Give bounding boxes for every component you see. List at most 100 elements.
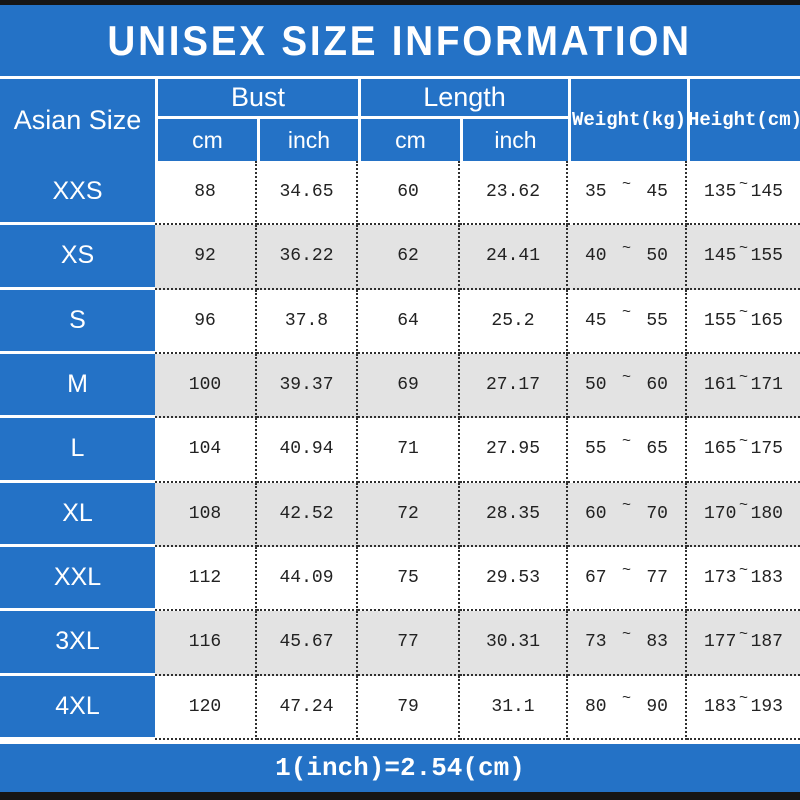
bust-cm-value: 92	[155, 225, 257, 290]
table-body: XXS 88 34.65 60 23.62 35 ~ 45 135 ~ 145 …	[0, 161, 800, 740]
weight-min-value: 35	[585, 182, 607, 203]
bust-cm-value: 120	[155, 675, 257, 740]
height-min-value: 170	[704, 503, 737, 524]
size-label: S	[0, 289, 155, 354]
weight-min-value: 50	[585, 375, 607, 396]
height-max-value: 165	[750, 310, 783, 331]
tilde-separator: ~	[621, 432, 631, 450]
height-range: 135 ~ 145	[687, 161, 800, 226]
bust-cm-value: 112	[155, 546, 257, 612]
length-inch-value: 31.1	[460, 675, 568, 740]
height-max-value: 187	[750, 632, 783, 653]
weight-min-value: 55	[585, 439, 607, 460]
length-cm-value: 77	[358, 611, 460, 676]
bust-cm-value: 116	[155, 611, 257, 676]
height-min-value: 165	[704, 439, 737, 460]
footer-note-bar: 1(inch)=2.54(cm)	[0, 740, 800, 792]
title-bar: UNISEX SIZE INFORMATION	[0, 5, 800, 79]
bust-cm-value: 88	[155, 161, 257, 226]
weight-range: 55 ~ 65	[568, 418, 687, 483]
tilde-separator: ~	[621, 690, 631, 708]
header-length-group: Length	[358, 79, 568, 119]
length-inch-value: 28.35	[460, 482, 568, 547]
table-row: XXL 112 44.09 75 29.53 67 ~ 77 173 ~ 183	[0, 546, 800, 612]
table-row: M 100 39.37 69 27.17 50 ~ 60 161 ~ 171	[0, 353, 800, 419]
tilde-separator: ~	[621, 368, 631, 386]
weight-min-value: 67	[585, 568, 607, 589]
tilde-separator: ~	[738, 625, 748, 643]
tilde-separator: ~	[621, 625, 631, 643]
bottom-edge-bar	[0, 792, 800, 800]
length-cm-value: 79	[358, 675, 460, 740]
bust-inch-value: 42.52	[257, 482, 358, 547]
weight-max-value: 83	[646, 632, 668, 653]
length-cm-value: 72	[358, 482, 460, 547]
conversion-note: 1(inch)=2.54(cm)	[275, 753, 525, 783]
height-max-value: 145	[750, 182, 783, 203]
weight-range: 67 ~ 77	[568, 546, 687, 612]
weight-max-value: 55	[646, 310, 668, 331]
tilde-separator: ~	[738, 432, 748, 450]
height-min-value: 177	[704, 632, 737, 653]
table-row: 3XL 116 45.67 77 30.31 73 ~ 83 177 ~ 187	[0, 611, 800, 676]
tilde-separator: ~	[738, 561, 748, 579]
size-label: XXL	[0, 546, 155, 612]
header-bust-group: Bust	[155, 79, 358, 119]
size-label: 3XL	[0, 611, 155, 676]
length-cm-value: 71	[358, 418, 460, 483]
tilde-separator: ~	[738, 497, 748, 515]
weight-max-value: 90	[646, 696, 668, 717]
height-max-value: 193	[750, 696, 783, 717]
table-row: S 96 37.8 64 25.2 45 ~ 55 155 ~ 165	[0, 289, 800, 354]
length-inch-value: 23.62	[460, 161, 568, 226]
bust-inch-value: 44.09	[257, 546, 358, 612]
weight-range: 80 ~ 90	[568, 675, 687, 740]
size-label: XXS	[0, 161, 155, 226]
length-cm-value: 64	[358, 289, 460, 354]
weight-min-value: 73	[585, 632, 607, 653]
bust-inch-value: 39.37	[257, 353, 358, 419]
tilde-separator: ~	[738, 690, 748, 708]
table-row: XXS 88 34.65 60 23.62 35 ~ 45 135 ~ 145	[0, 161, 800, 226]
header-height: Height(cm)	[687, 79, 800, 161]
weight-range: 50 ~ 60	[568, 353, 687, 419]
weight-max-value: 45	[646, 182, 668, 203]
tilde-separator: ~	[738, 239, 748, 257]
table-row: XL 108 42.52 72 28.35 60 ~ 70 170 ~ 180	[0, 482, 800, 547]
table-row: 4XL 120 47.24 79 31.1 80 ~ 90 183 ~ 193	[0, 675, 800, 740]
bust-cm-value: 108	[155, 482, 257, 547]
weight-range: 40 ~ 50	[568, 225, 687, 290]
height-min-value: 173	[704, 568, 737, 589]
weight-max-value: 50	[646, 246, 668, 267]
height-range: 173 ~ 183	[687, 546, 800, 612]
length-cm-value: 75	[358, 546, 460, 612]
height-min-value: 155	[704, 310, 737, 331]
height-max-value: 155	[750, 246, 783, 267]
height-max-value: 175	[750, 439, 783, 460]
height-max-value: 171	[750, 375, 783, 396]
bust-inch-value: 47.24	[257, 675, 358, 740]
weight-min-value: 45	[585, 310, 607, 331]
page-title: UNISEX SIZE INFORMATION	[107, 16, 693, 64]
height-range: 155 ~ 165	[687, 289, 800, 354]
length-cm-value: 60	[358, 161, 460, 226]
height-min-value: 135	[704, 182, 737, 203]
bust-inch-value: 40.94	[257, 418, 358, 483]
length-inch-value: 24.41	[460, 225, 568, 290]
table-row: XS 92 36.22 62 24.41 40 ~ 50 145 ~ 155	[0, 225, 800, 290]
header-length-inch: inch	[460, 119, 568, 161]
tilde-separator: ~	[621, 304, 631, 322]
weight-max-value: 65	[646, 439, 668, 460]
length-inch-value: 30.31	[460, 611, 568, 676]
table-row: L 104 40.94 71 27.95 55 ~ 65 165 ~ 175	[0, 418, 800, 483]
tilde-separator: ~	[621, 175, 631, 193]
header-length-cm: cm	[358, 119, 460, 161]
header-asian-size: Asian Size	[13, 104, 142, 135]
tilde-separator: ~	[621, 561, 631, 579]
height-min-value: 161	[704, 375, 737, 396]
height-range: 177 ~ 187	[687, 611, 800, 676]
weight-max-value: 77	[646, 568, 668, 589]
bust-cm-value: 104	[155, 418, 257, 483]
weight-range: 60 ~ 70	[568, 482, 687, 547]
